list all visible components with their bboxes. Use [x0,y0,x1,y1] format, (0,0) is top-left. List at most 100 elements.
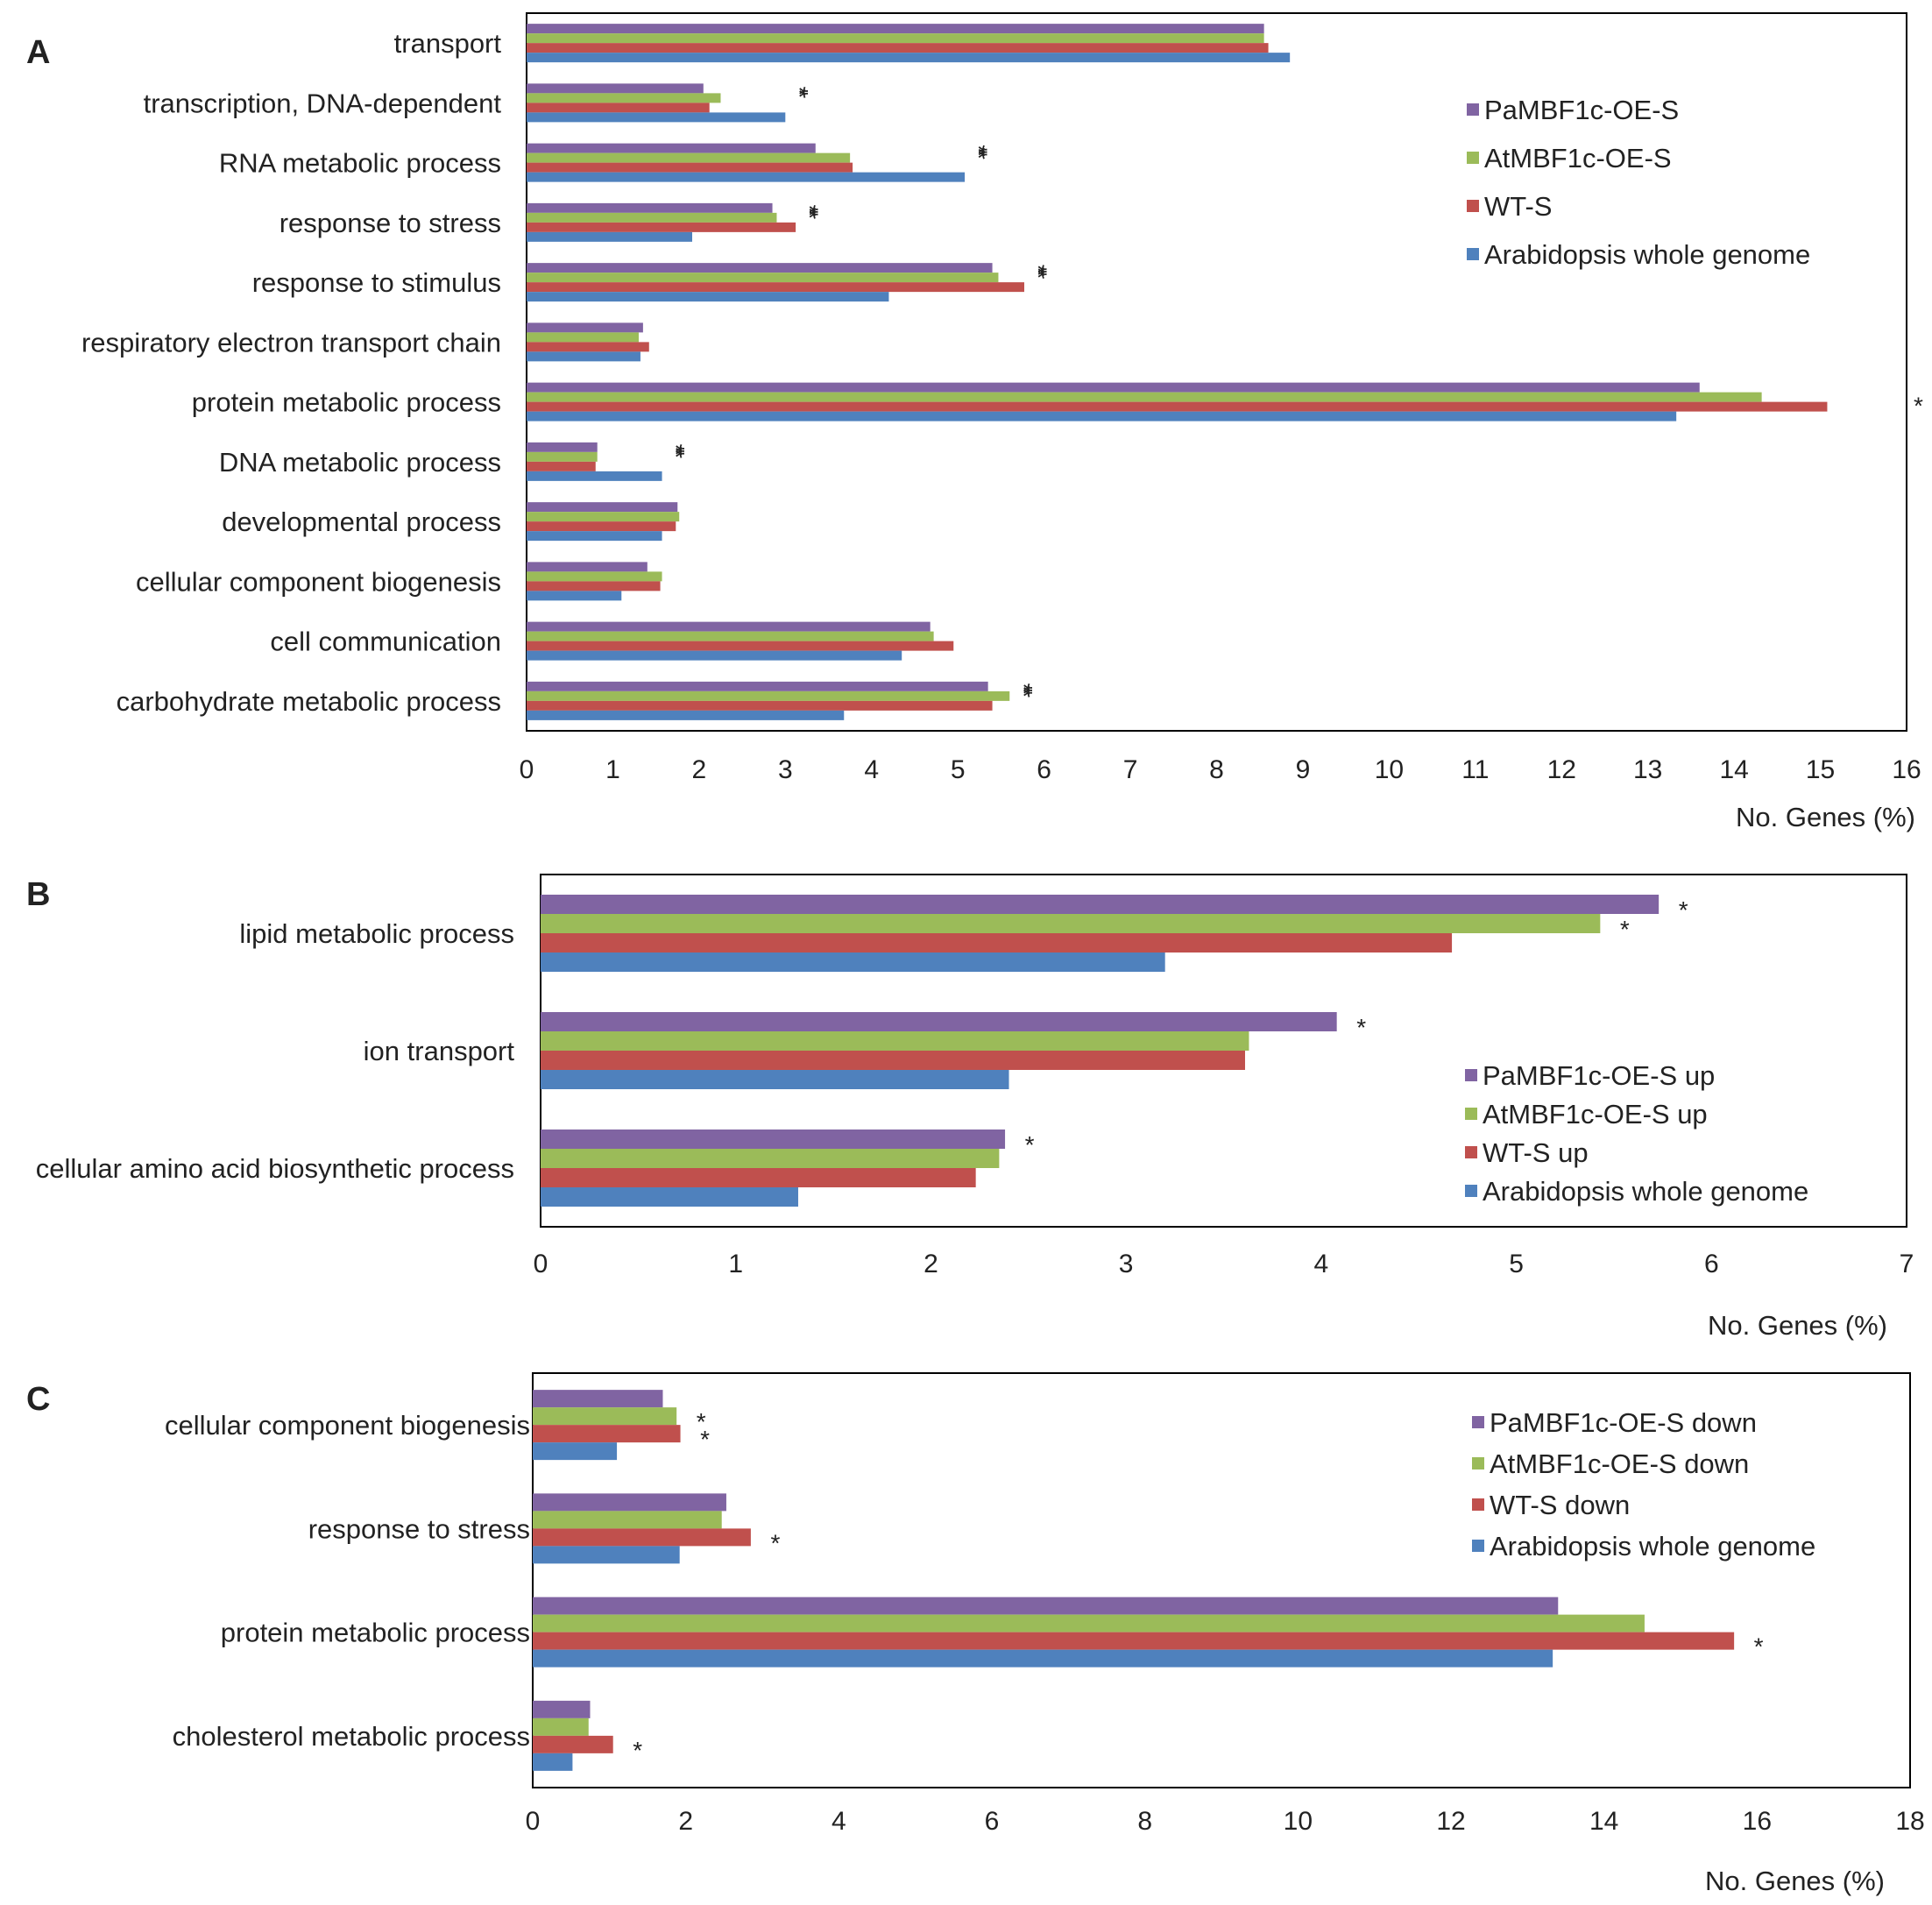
bar [527,143,816,153]
x-tick-label: 0 [520,755,534,784]
panel-letter-A: A [26,34,50,71]
x-tick-label: 12 [1436,1807,1465,1836]
bar [527,103,710,113]
bar [527,631,934,641]
x-tick-label: 4 [832,1807,846,1836]
bar [527,152,851,163]
bar [527,531,662,542]
bar [533,1493,726,1512]
legend-label: AtMBF1c-OE-S [1484,143,1672,174]
bar [541,933,1453,952]
plot-frame-C [532,1372,1911,1788]
legend-label: AtMBF1c-OE-S up [1483,1099,1708,1130]
significance-mark: * [633,1737,642,1764]
category-label: respiratory electron transport chain [81,327,501,358]
bar [527,322,643,333]
x-tick-label: 12 [1547,755,1576,784]
bar [541,1031,1249,1051]
category-label: DNA metabolic process [219,447,501,478]
bar [527,411,1677,421]
bar [533,1528,751,1547]
x-tick-label: 9 [1296,755,1311,784]
bar [541,1051,1245,1070]
significance-mark: *** [1010,683,1037,698]
bar [533,1407,677,1426]
plot-frame-A [526,12,1907,732]
bar [527,621,931,632]
bar [533,1753,573,1771]
bar [527,581,661,591]
bar [541,895,1660,914]
x-axis-title: No. Genes (%) [1708,1310,1887,1341]
category-label: transport [394,28,502,59]
legend-label: Arabidopsis whole genome [1483,1176,1808,1207]
bar [527,571,662,582]
x-tick-label: 5 [1509,1250,1524,1278]
x-tick-label: 13 [1633,755,1662,784]
x-tick-label: 16 [1892,755,1921,784]
significance-mark: ** [786,86,813,98]
x-tick-label: 8 [1209,755,1224,784]
x-tick-label: 7 [1123,755,1138,784]
bar [541,1070,1009,1089]
x-tick-label: 2 [692,755,707,784]
bar [527,650,902,661]
legend-label: PaMBF1c-OE-S [1484,95,1679,125]
bar [527,53,1291,63]
x-tick-label: 6 [1037,755,1051,784]
bar [541,1130,1006,1149]
x-tick-label: 0 [534,1250,548,1278]
x-tick-label: 5 [951,755,966,784]
x-tick-label: 11 [1461,755,1489,784]
bar [527,591,622,601]
bar [533,1614,1645,1632]
bar [533,1597,1559,1615]
bar [541,952,1165,972]
bar [541,1149,1000,1168]
category-label: cholesterol metabolic process [173,1721,530,1752]
significance-mark: * [770,1529,780,1556]
category-label: response to stress [280,208,501,238]
significance-mark: * [697,1408,706,1435]
bar [533,1390,663,1408]
bar [533,1425,681,1443]
panel-letter-C: C [26,1381,50,1418]
bar [527,83,704,94]
x-tick-label: 3 [778,755,793,784]
category-label: lipid metabolic process [239,918,514,949]
bar [533,1442,618,1461]
legend-label: PaMBF1c-OE-S up [1483,1060,1715,1091]
significance-mark: * [1914,393,1923,420]
legend-label: WT-S up [1483,1137,1589,1168]
category-label: transcription, DNA-dependent [144,88,502,118]
bar [527,282,1024,293]
bar [527,162,853,173]
x-tick-label: 2 [924,1250,938,1278]
significance-mark: * [700,1426,710,1453]
legend-label: WT-S [1484,191,1553,222]
bar [527,222,796,232]
significance-mark: *** [662,444,690,459]
bar [533,1511,722,1529]
legend-label: PaMBF1c-OE-S down [1490,1407,1757,1438]
bar [527,273,999,283]
category-label: cellular component biogenesis [165,1410,530,1441]
legend-swatch [1467,103,1479,116]
bar [527,641,954,651]
legend-swatch [1465,1185,1477,1197]
legend-swatch [1472,1416,1484,1428]
bar [533,1700,591,1718]
category-label: response to stress [308,1513,530,1544]
bar [533,1735,613,1753]
category-label: protein metabolic process [192,387,501,418]
x-tick-label: 6 [1704,1250,1719,1278]
category-label: cellular amino acid biosynthetic process [36,1153,514,1184]
x-axis-title: No. Genes (%) [1736,802,1915,832]
bar [533,1632,1735,1650]
bar [527,512,680,522]
x-tick-label: 3 [1119,1250,1134,1278]
bar [527,202,773,213]
x-tick-label: 18 [1895,1807,1924,1836]
x-tick-label: 6 [985,1807,1000,1836]
legend-swatch [1472,1498,1484,1511]
